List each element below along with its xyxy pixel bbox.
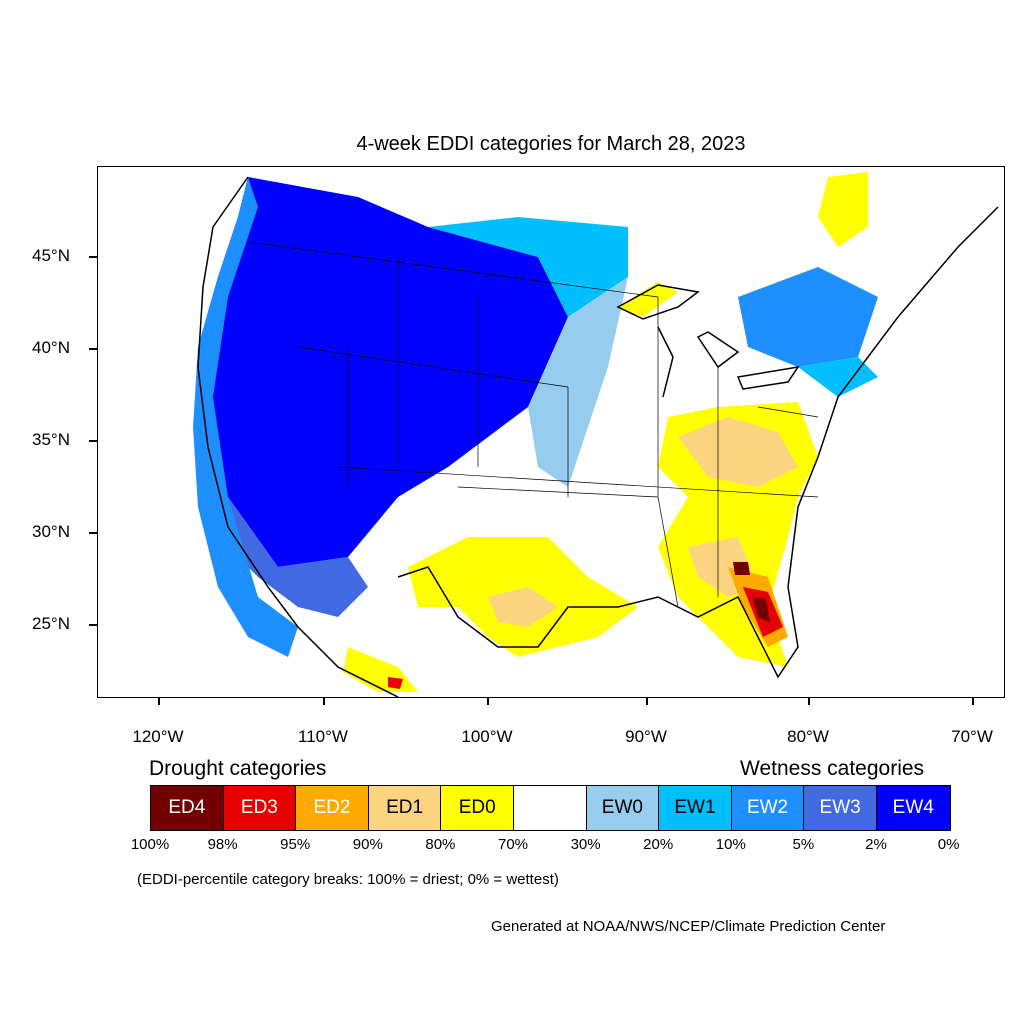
lat-tick <box>89 532 97 534</box>
legend-break-label: 2% <box>865 836 887 853</box>
region-ew0-plains <box>528 277 628 487</box>
category-legend: ED4 ED3 ED2 ED1 ED0 EW0 EW1 EW2 EW3 EW4 <box>150 785 951 831</box>
lat-tick <box>89 624 97 626</box>
region-ed0-greatlakes <box>618 282 678 317</box>
lat-label-45: 45°N <box>32 246 70 265</box>
legend-break-label: 20% <box>643 836 674 853</box>
credit-line: Generated at NOAA/NWS/NCEP/Climate Predi… <box>491 918 886 935</box>
legend-break-label: 30% <box>570 836 601 853</box>
legend-box-ed0: ED0 <box>441 786 514 830</box>
lon-label-120w: 120°W <box>132 727 184 746</box>
category-note: (EDDI-percentile category breaks: 100% =… <box>137 871 559 888</box>
lat-label-40: 40°N <box>32 338 70 357</box>
lat-tick <box>89 348 97 350</box>
lon-label-110w: 110°W <box>298 727 348 746</box>
legend-break-label: 100% <box>130 836 170 853</box>
drought-heading: Drought categories <box>149 757 327 780</box>
lon-label-80w: 80°W <box>787 727 829 746</box>
legend-break-label: 80% <box>425 836 456 853</box>
lon-tick <box>972 697 974 705</box>
lat-tick <box>89 256 97 258</box>
legend-box-ew1: EW1 <box>659 786 732 830</box>
legend-box-ew3: EW3 <box>804 786 877 830</box>
legend-box-neutral <box>513 786 587 830</box>
state-borders <box>247 241 819 608</box>
lon-tick <box>646 697 648 705</box>
region-ed4-florida <box>753 597 770 622</box>
legend-box-ew2: EW2 <box>731 786 805 830</box>
lon-tick <box>808 697 810 705</box>
legend-break-label: 0% <box>937 836 960 853</box>
great-lakes <box>616 284 800 398</box>
lat-label-30: 30°N <box>32 522 70 541</box>
lon-tick <box>487 697 489 705</box>
legend-break-label: 70% <box>497 836 529 853</box>
legend-box-ew4: EW4 <box>876 786 950 830</box>
lon-label-100w: 100°W <box>461 727 513 746</box>
lon-label-70w: 70°W <box>951 727 993 746</box>
region-ed0-mexico <box>343 647 418 692</box>
eddi-map <box>97 166 1005 698</box>
region-ew1-northeast <box>798 357 878 397</box>
region-ed3-mexico <box>388 677 403 689</box>
region-ed1-texas <box>488 587 558 627</box>
lon-tick <box>158 697 160 705</box>
region-ew4-west <box>198 177 568 567</box>
region-ew2-northeast <box>738 267 878 367</box>
region-ed4-georgia <box>733 562 750 575</box>
region-ed1-southeast <box>678 417 798 487</box>
legend-break-label: 5% <box>792 836 815 853</box>
legend-break-label: 95% <box>280 836 311 853</box>
lat-label-25: 25°N <box>32 614 70 633</box>
legend-box-ew0: EW0 <box>586 786 660 830</box>
wetness-heading: Wetness categories <box>740 757 925 780</box>
legend-break-label: 98% <box>207 836 238 853</box>
legend-box-ed4: ED4 <box>151 786 224 830</box>
legend-break-label: 90% <box>352 836 383 853</box>
us-outline <box>197 176 999 697</box>
legend-box-ed3: ED3 <box>223 786 297 830</box>
lat-label-35: 35°N <box>32 430 70 449</box>
region-ew1-northern <box>428 217 628 317</box>
lon-label-90w: 90°W <box>625 727 667 746</box>
region-ew2-pacific <box>193 177 298 657</box>
region-ed0-maine <box>818 172 868 247</box>
map-title: 4-week EDDI categories for March 28, 202… <box>356 133 746 155</box>
legend-box-ed1: ED1 <box>368 786 442 830</box>
map-canvas <box>193 172 999 697</box>
lon-tick <box>323 697 325 705</box>
legend-break-label: 10% <box>715 836 746 853</box>
region-ew3-west <box>218 497 368 617</box>
legend-box-ed2: ED2 <box>296 786 369 830</box>
lat-tick <box>89 440 97 442</box>
